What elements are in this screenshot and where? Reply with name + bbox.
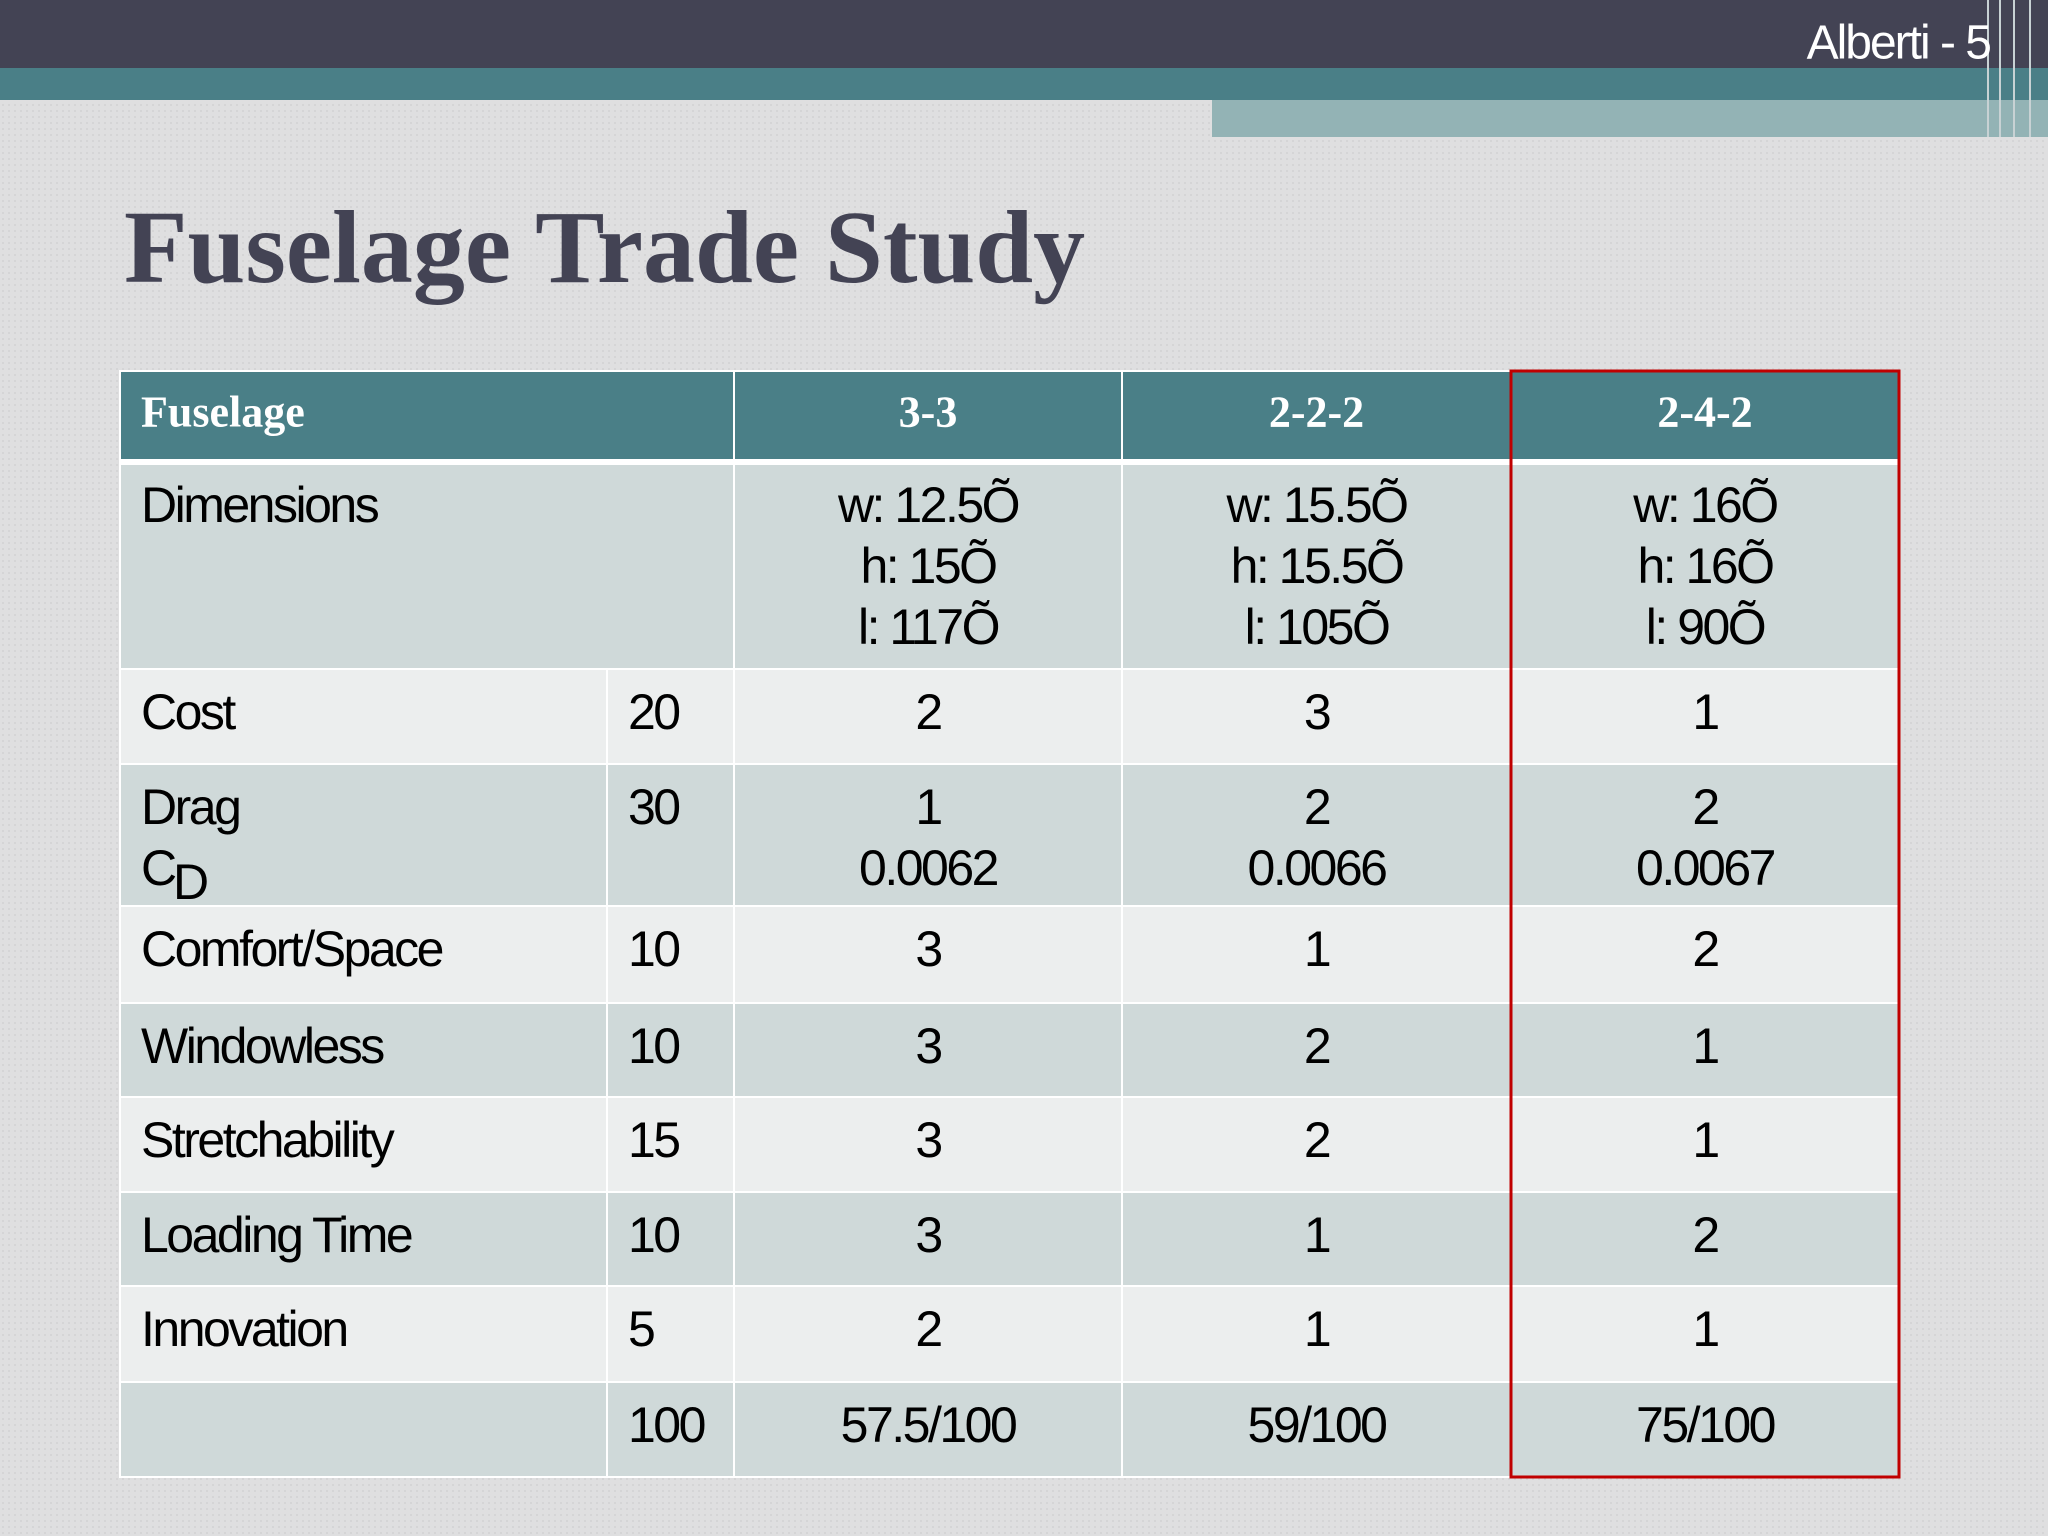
cell-value: 1 <box>1692 1018 1718 1074</box>
row-weight: 10 <box>628 1018 679 1074</box>
row-label: Innovation <box>141 1301 347 1357</box>
teal-band <box>0 68 2048 100</box>
cell-value: 2 <box>1692 779 1718 835</box>
row-weight: 10 <box>628 1207 679 1263</box>
row-symbol: C <box>141 840 176 896</box>
table-row <box>120 1192 1899 1286</box>
cell-value: 1 <box>1692 1112 1718 1168</box>
row-weight: 100 <box>628 1397 705 1453</box>
table-row <box>120 1003 1899 1097</box>
row-weight: 5 <box>628 1301 654 1357</box>
table-row <box>120 1097 1899 1192</box>
cell-value: 1 <box>1304 1301 1330 1357</box>
cell-value: 1 <box>1304 1207 1330 1263</box>
cell-value: 1 <box>1304 921 1330 977</box>
table-row <box>120 1382 1899 1477</box>
cell-value: 75/100 <box>1636 1397 1775 1453</box>
row-weight: 30 <box>628 779 679 835</box>
cell-value: h: 15.5Õ <box>1231 538 1403 594</box>
cell-value: 1 <box>1692 1301 1718 1357</box>
row-weight: 10 <box>628 921 679 977</box>
table-row <box>120 1286 1899 1382</box>
column-header: 2-2-2 <box>1269 388 1364 437</box>
cell-value: 3 <box>915 1112 941 1168</box>
column-header: 3-3 <box>899 388 958 437</box>
header-row <box>120 371 1899 462</box>
cell-value: 2 <box>1304 1018 1330 1074</box>
cell-value: 59/100 <box>1248 1397 1387 1453</box>
row-symbol-subscript: D <box>173 854 207 910</box>
table-row <box>120 764 1899 906</box>
cell-value: 3 <box>1304 684 1330 740</box>
table-row <box>120 906 1899 1003</box>
cell-value: w: 16Õ <box>1632 477 1777 533</box>
cell-value: 0.0066 <box>1248 840 1387 896</box>
top-bar <box>0 0 2048 68</box>
light-band <box>1212 100 2048 137</box>
row-label: Comfort/Space <box>141 921 443 977</box>
highlight-box <box>1509 369 1901 1479</box>
cell-value: 57.5/100 <box>841 1397 1016 1453</box>
row-weight: 15 <box>628 1112 679 1168</box>
table-row <box>120 669 1899 764</box>
cell-value: 2 <box>1304 779 1330 835</box>
cell-value: 0.0067 <box>1636 840 1775 896</box>
cell-value: 3 <box>915 1207 941 1263</box>
cell-value: 1 <box>1692 684 1718 740</box>
cell-value: l: 90Õ <box>1646 599 1765 655</box>
cell-value: 3 <box>915 1018 941 1074</box>
cell-value: 2 <box>1304 1112 1330 1168</box>
slide-title: Fuselage Trade Study <box>124 190 1085 305</box>
cell-value: 0.0062 <box>859 840 998 896</box>
slide-label: Alberti - 5 <box>1807 17 1991 70</box>
row-label: Drag <box>141 779 239 835</box>
row-label: Stretchability <box>141 1112 395 1168</box>
cell-value: 2 <box>915 684 941 740</box>
cell-value: l: 105Õ <box>1245 599 1389 655</box>
column-header: 2-4-2 <box>1657 388 1752 437</box>
cell-value: 2 <box>1692 1207 1718 1263</box>
cell-value: 3 <box>915 921 941 977</box>
cell-value: w: 12.5Õ <box>837 477 1019 533</box>
cell-value: 1 <box>915 779 941 835</box>
cell-value: h: 15Õ <box>860 538 996 594</box>
column-header: Fuselage <box>141 388 305 437</box>
cell-value: 2 <box>1692 921 1718 977</box>
cell-value: w: 15.5Õ <box>1225 477 1407 533</box>
edge-lines <box>1987 0 2031 137</box>
row-weight: 20 <box>628 684 679 740</box>
table-row <box>120 462 1899 669</box>
row-label: Windowless <box>141 1018 384 1074</box>
cell-value: h: 16Õ <box>1637 538 1773 594</box>
row-label: Cost <box>141 684 236 740</box>
cell-value: 2 <box>915 1301 941 1357</box>
row-label: Dimensions <box>141 477 379 533</box>
cell-value: l: 117Õ <box>858 599 999 655</box>
row-label: Loading Time <box>141 1207 412 1263</box>
